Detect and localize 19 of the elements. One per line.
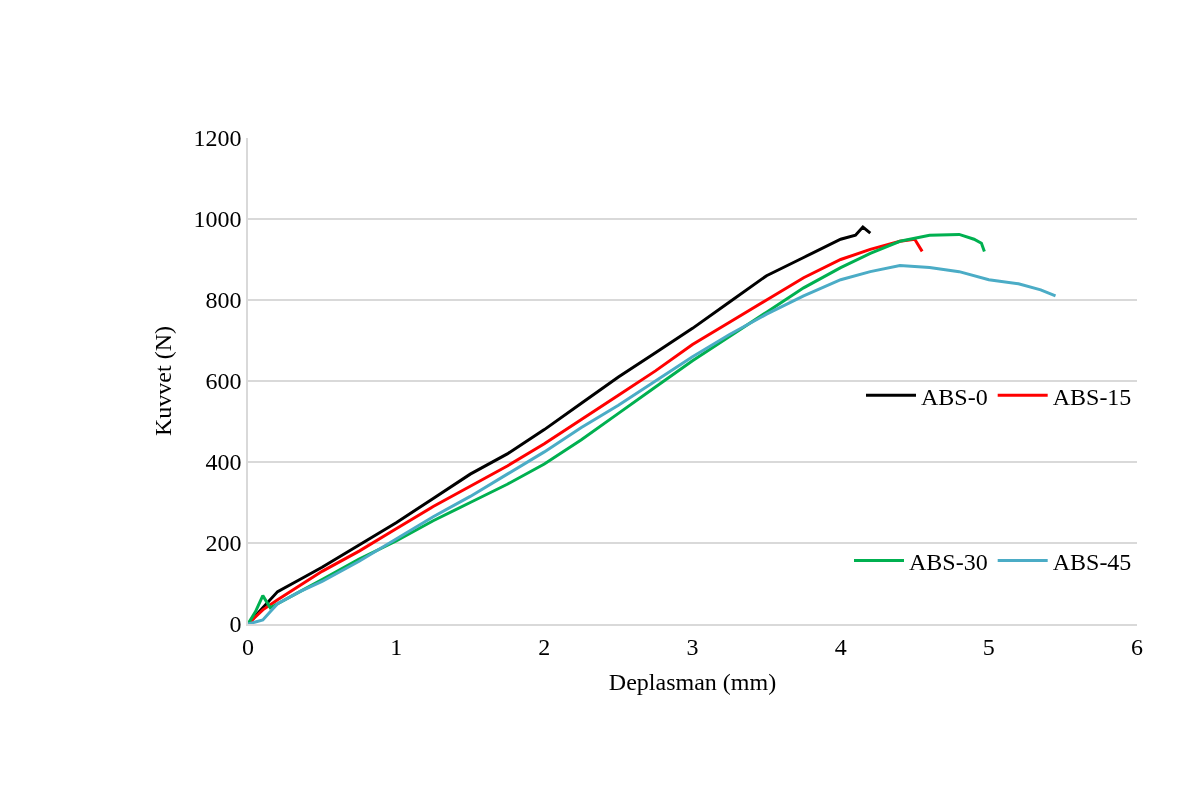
y-tick-label: 400	[205, 449, 242, 476]
x-tick-label: 4	[834, 633, 847, 660]
legend-label: ABS-15	[1052, 383, 1132, 410]
y-tick-label: 600	[205, 368, 242, 395]
y-tick-label: 1000	[193, 206, 242, 233]
x-axis-title: Deplasman (mm)	[608, 669, 777, 696]
x-tick-label: 6	[1131, 633, 1143, 660]
legend-label: ABS-30	[909, 548, 988, 575]
x-tick-label: 1	[390, 633, 403, 660]
y-tick-label: 1200	[193, 125, 242, 152]
y-tick-label: 0	[229, 611, 242, 638]
y-tick-label: 200	[205, 530, 242, 557]
x-tick-label: 3	[686, 633, 699, 660]
y-axis-title: Kuvvet (N)	[150, 326, 177, 436]
legend-label: ABS-45	[1052, 548, 1132, 575]
y-tick-label: 800	[205, 287, 242, 314]
legend-label: ABS-0	[921, 383, 988, 410]
x-tick-label: 2	[538, 633, 551, 660]
x-tick-label: 5	[982, 633, 995, 660]
